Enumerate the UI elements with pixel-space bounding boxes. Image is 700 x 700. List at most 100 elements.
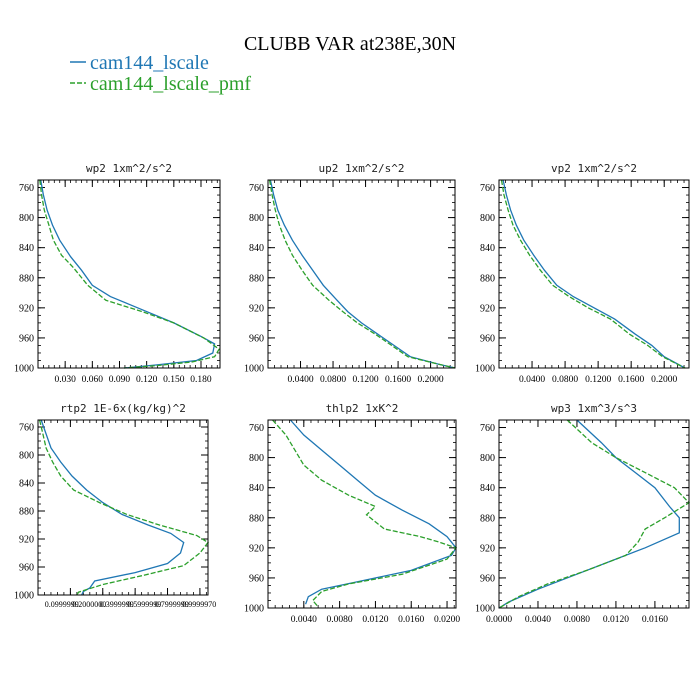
x-tick-label: 0.2000 [418, 375, 444, 385]
y-tick-label: 840 [249, 483, 264, 494]
x-tick-label: 0.0400 [287, 375, 313, 385]
chart-panel-2: up2 1xm^2/s^2 760 800 840 880 920 960 1000 0.040… [244, 162, 456, 385]
x-tick-label: 0.0200 [434, 615, 460, 625]
x-tick-label: 0.0999999 [45, 600, 79, 609]
x-tick-label: 0.0000 [486, 615, 512, 625]
y-tick-label: 760 [19, 423, 34, 434]
y-tick-label: 880 [480, 513, 495, 524]
y-tick-label: 760 [249, 183, 264, 194]
y-tick-label: 880 [249, 513, 264, 524]
plot-frame [498, 419, 690, 609]
figure-title: CLUBB VAR at238E,30N [244, 33, 456, 55]
x-tick-label: 0.0120 [603, 615, 629, 625]
x-tick-label: 0.1600 [618, 375, 644, 385]
y-tick-label: 840 [19, 479, 34, 490]
y-tick-label: 800 [480, 453, 495, 464]
plot-frame [498, 179, 690, 369]
y-tick-label: 840 [249, 243, 264, 254]
x-tick-label: 0.1200 [585, 375, 611, 385]
y-tick-label: 960 [19, 563, 34, 574]
y-tick-label: 880 [19, 273, 34, 284]
y-tick-label: 920 [19, 535, 34, 546]
x-tick-label: 0.030 [54, 375, 76, 385]
y-tick-label: 880 [480, 273, 495, 284]
series-line-lscale [289, 419, 457, 605]
legend-label-lscale-pmf: cam144_lscale_pmf [90, 73, 251, 95]
series-line-lscale [498, 419, 680, 609]
y-tick-label: 960 [480, 333, 495, 344]
y-tick-label: 760 [480, 183, 495, 194]
x-tick-label: 0.0040 [291, 615, 317, 625]
y-tick-label: 840 [480, 483, 495, 494]
plot-frame [267, 419, 457, 609]
y-tick-label: 800 [19, 451, 34, 462]
legend-label-lscale: cam144_lscale [90, 52, 209, 74]
y-tick-label: 800 [19, 213, 34, 224]
x-tick-label: 0.9999970 [182, 600, 216, 609]
x-tick-label: 0.7999999 [155, 600, 189, 609]
y-tick-label: 1000 [14, 591, 34, 602]
x-tick-label: 0.0160 [398, 615, 424, 625]
y-tick-label: 960 [480, 573, 495, 584]
plot-frame [37, 419, 209, 596]
y-tick-label: 920 [480, 303, 495, 314]
series-line-lscale-pmf [268, 179, 456, 369]
y-tick-label: 760 [19, 183, 34, 194]
x-tick-label: 0.2000 [651, 375, 677, 385]
panel-title: up2 1xm^2/s^2 [318, 162, 404, 175]
y-tick-label: 840 [19, 243, 34, 254]
panel-title: rtp2 1E-6x(kg/kg)^2 [60, 402, 186, 415]
y-tick-label: 880 [249, 273, 264, 284]
chart-panel-1: wp2 1xm^2/s^2 760 800 840 880 920 960 1000 0.030… [14, 162, 221, 385]
series-line-lscale-pmf [272, 419, 458, 607]
x-tick-label: 0.180 [190, 375, 212, 385]
series-line-lscale [40, 419, 185, 596]
series-line-lscale-pmf [38, 419, 209, 596]
plot-frame [37, 179, 221, 369]
x-tick-label: 0.0800 [320, 375, 346, 385]
y-tick-label: 920 [249, 543, 264, 554]
x-tick-label: 0.5999999 [127, 600, 161, 609]
series-line-lscale [40, 179, 216, 369]
panel-grid: wp2 1xm^2/s^2 760 800 840 880 920 960 1000 0.030… [14, 162, 691, 625]
x-tick-label: 0.1600 [385, 375, 411, 385]
x-tick-label: 0.1200 [353, 375, 379, 385]
plot-frame [267, 179, 456, 369]
chart-panel-4: rtp2 1E-6x(kg/kg)^2 760 800 840 880 920 960 100… [14, 402, 216, 609]
panel-title: wp2 1xm^2/s^2 [86, 162, 172, 175]
x-tick-label: 0.090 [109, 375, 131, 385]
series-line-lscale-pmf [498, 419, 691, 609]
y-tick-label: 800 [249, 453, 264, 464]
y-tick-label: 960 [19, 333, 34, 344]
y-tick-label: 920 [480, 543, 495, 554]
x-tick-label: 0.0800 [552, 375, 578, 385]
y-tick-label: 920 [19, 303, 34, 314]
y-tick-label: 960 [249, 333, 264, 344]
series-line-lscale [269, 179, 456, 369]
y-tick-label: 800 [480, 213, 495, 224]
y-tick-label: 920 [249, 303, 264, 314]
series-line-lscale [502, 179, 686, 369]
x-tick-label: 0.060 [82, 375, 104, 385]
y-tick-label: 1000 [244, 604, 264, 615]
x-tick-label: 0.3999999 [100, 600, 134, 609]
x-tick-label: 0.0080 [564, 615, 590, 625]
y-tick-label: 760 [480, 423, 495, 434]
y-tick-label: 760 [249, 423, 264, 434]
y-tick-label: 1000 [475, 364, 495, 375]
series-line-lscale-pmf [500, 179, 686, 369]
y-tick-label: 800 [249, 213, 264, 224]
x-tick-label: 0.0160 [642, 615, 668, 625]
y-tick-label: 1000 [14, 364, 34, 375]
x-tick-label: 0.0120 [362, 615, 388, 625]
panel-title: wp3 1xm^3/s^3 [551, 402, 637, 415]
chart-panel-5: thlp2 1xK^2 760 800 840 880 920 960 1000 0.0040 0… [244, 402, 460, 625]
chart-panel-3: vp2 1xm^2/s^2 760 800 840 880 920 960 1000 0.040… [475, 162, 690, 385]
x-tick-label: 0.2000000 [72, 600, 106, 609]
panel-title: vp2 1xm^2/s^2 [551, 162, 637, 175]
y-tick-label: 1000 [475, 604, 495, 615]
x-tick-label: 0.0080 [327, 615, 353, 625]
y-tick-label: 1000 [244, 364, 264, 375]
x-tick-label: 0.150 [163, 375, 185, 385]
